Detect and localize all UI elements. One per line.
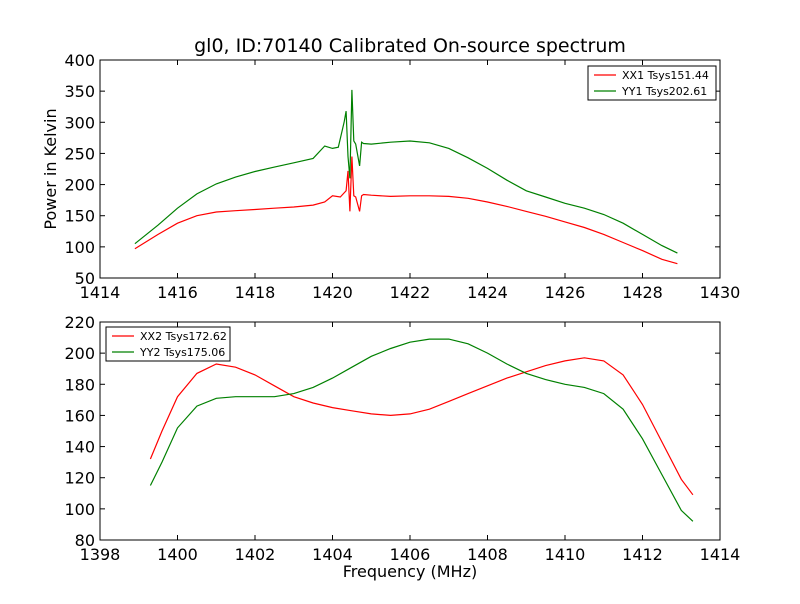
y-tick-label: 80	[75, 531, 95, 550]
legend: XX1 Tsys151.44 YY1 Tsys202.61	[587, 65, 717, 101]
x-tick-label: 1414	[80, 283, 121, 302]
legend-entry: XX1 Tsys151.44	[622, 69, 709, 82]
y-tick-label: 140	[64, 438, 95, 457]
legend-box	[105, 326, 231, 362]
x-axis-label: Frequency (MHz)	[343, 562, 477, 581]
x-tick-label: 1412	[622, 545, 663, 564]
x-tick-label: 1406	[390, 545, 431, 564]
legend-entry: YY1 Tsys202.61	[621, 85, 707, 98]
x-tick-label: 1428	[622, 283, 663, 302]
plot-panel-1: 1414 1416 1418 1420 1422 1424 1426 1428 1430 50 10…	[41, 51, 740, 302]
x-tick-label: 1402	[235, 545, 276, 564]
series-line-2-1	[149, 357, 694, 496]
y-tick-label: 50	[75, 269, 95, 288]
y-axis-label: Power in Kelvin	[41, 108, 60, 229]
legend-entry: XX2 Tsys172.62	[140, 330, 227, 343]
legend: XX2 Tsys172.62 YY2 Tsys175.06	[105, 326, 231, 362]
y-tick-label: 350	[64, 82, 95, 101]
y-tick-label: 400	[64, 51, 95, 70]
x-tick-label: 1426	[545, 283, 586, 302]
x-tick-label: 1430	[700, 283, 741, 302]
x-tick-label: 1398	[80, 545, 121, 564]
y-tick-label: 100	[64, 500, 95, 519]
x-tick-label: 1418	[235, 283, 276, 302]
series-line-1-2	[134, 89, 678, 254]
y-tick-label: 300	[64, 113, 95, 132]
plot-panel-2: 1398 1400 1402 1404 1406 1408 1410 1412 1414 80 10…	[64, 313, 740, 581]
y-tick-label: 220	[64, 313, 95, 332]
x-tick-label: 1424	[467, 283, 508, 302]
legend-entry: YY2 Tsys175.06	[139, 346, 225, 359]
y-tick-label: 160	[64, 406, 95, 425]
series-line-2-2	[149, 338, 694, 522]
x-tick-label: 1400	[157, 545, 198, 564]
y-tick-label: 200	[64, 176, 95, 195]
x-tick-label: 1404	[312, 545, 353, 564]
x-tick-label: 1422	[390, 283, 431, 302]
x-tick-label: 1416	[157, 283, 198, 302]
y-tick-label: 180	[64, 375, 95, 394]
x-tick-label: 1414	[700, 545, 741, 564]
y-tick-label: 250	[64, 144, 95, 163]
y-tick-label: 200	[64, 344, 95, 363]
y-tick-label: 120	[64, 469, 95, 488]
x-tick-label: 1410	[545, 545, 586, 564]
y-tick-label: 100	[64, 238, 95, 257]
x-tick-label: 1420	[312, 283, 353, 302]
x-tick-label: 1408	[467, 545, 508, 564]
legend-box	[587, 65, 717, 101]
series-line-1-1	[134, 156, 678, 265]
plots-group: 1414 1416 1418 1420 1422 1424 1426 1428 1430 50 10…	[41, 51, 740, 581]
chart-title: gl0, ID:70140 Calibrated On-source spect…	[194, 35, 626, 57]
y-tick-label: 150	[64, 207, 95, 226]
